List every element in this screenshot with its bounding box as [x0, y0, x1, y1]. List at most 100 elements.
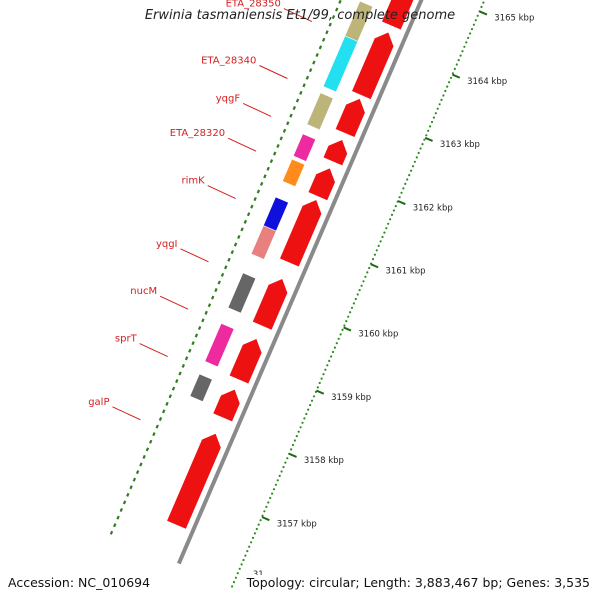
gc-dash: [219, 281, 220, 284]
gc-dash: [339, 0, 340, 3]
scale-tick: [316, 391, 323, 394]
scale-dot: [458, 59, 460, 61]
gc-dash: [235, 243, 236, 246]
gc-dash: [163, 410, 164, 413]
scale-dot: [440, 99, 442, 101]
scale-dot: [429, 125, 431, 127]
scale-dot: [233, 581, 235, 583]
gc-dash: [290, 114, 291, 117]
scale-dot: [277, 479, 279, 481]
scale-dot: [279, 475, 281, 477]
scale-dot: [450, 77, 452, 79]
gene-label: sprT: [115, 334, 138, 345]
scale-dot: [284, 462, 286, 464]
scale-dot: [273, 488, 275, 490]
scale-dot: [298, 431, 300, 433]
scale-dot: [303, 417, 305, 419]
scale-dot: [380, 240, 382, 242]
scale-dot: [427, 130, 429, 132]
scale-dot: [241, 563, 243, 565]
scale-dot: [366, 271, 368, 273]
scale-dot: [338, 338, 340, 340]
scale-dot: [359, 289, 361, 291]
scale-dot: [256, 528, 258, 530]
accession-text: Accession: NC_010694: [8, 575, 150, 590]
gc-dash: [316, 53, 317, 56]
gene-label: yqgF: [216, 93, 241, 104]
cog-feature: [263, 197, 288, 231]
scale-dot: [421, 143, 423, 145]
scale-dot: [461, 50, 463, 52]
gc-dash: [225, 266, 226, 269]
gc-dash: [189, 349, 190, 352]
scale-dot: [406, 178, 408, 180]
scale-dot: [258, 524, 260, 526]
scale-dot: [269, 497, 271, 499]
scale-dot: [281, 470, 283, 472]
tick-label: 3160 kbp: [358, 330, 398, 340]
cds-arrow: [213, 389, 240, 422]
scale-dot: [334, 347, 336, 349]
genome-map: 3157 kbp3158 kbp3159 kbp3160 kbp3161 kbp…: [0, 0, 600, 600]
scale-dot: [471, 28, 473, 30]
scale-dot: [361, 285, 363, 287]
scale-dot: [463, 46, 465, 48]
scale-tick: [289, 454, 296, 457]
scale-tick: [425, 138, 432, 141]
gene-label: ETA_28320: [170, 128, 225, 139]
scale-dot: [374, 254, 376, 256]
label-leader: [208, 186, 236, 199]
label-leader: [259, 66, 287, 79]
scale-dot: [260, 519, 262, 521]
scale-dot: [357, 293, 359, 295]
gc-dash: [160, 417, 161, 420]
gc-dash: [192, 342, 193, 345]
gc-dash: [199, 326, 200, 329]
scale-dot: [482, 1, 484, 3]
scale-dot: [469, 32, 471, 34]
scale-dot: [391, 214, 393, 216]
scale-dot: [349, 311, 351, 313]
scale-dot: [368, 267, 370, 269]
scale-dot: [423, 139, 425, 141]
scale-tick: [344, 327, 351, 330]
scale-dot: [435, 112, 437, 114]
scale-dot: [237, 572, 239, 574]
gc-dash: [140, 463, 141, 466]
gc-dash: [205, 311, 206, 314]
tick-label: 3157 kbp: [277, 519, 317, 529]
cog-feature: [228, 273, 256, 313]
scale-dot: [393, 209, 395, 211]
gc-dash: [303, 84, 304, 87]
gc-dash: [137, 471, 138, 474]
scale-dot: [343, 324, 345, 326]
topology-stats: Topology: circular; Length: 3,883,467 bp…: [247, 575, 590, 590]
gc-dash: [209, 304, 210, 307]
gc-dash: [323, 38, 324, 41]
scale-dot: [400, 192, 402, 194]
tick-label: 3164 kbp: [467, 77, 507, 87]
label-leader: [181, 249, 209, 262]
scale-dot: [271, 493, 273, 495]
cds-arrow: [308, 168, 335, 201]
gc-dash: [143, 455, 144, 458]
scale-dot: [332, 351, 334, 353]
cog-feature: [307, 93, 333, 130]
scale-dot: [235, 577, 237, 579]
scale-dot: [345, 320, 347, 322]
cog-feature: [323, 36, 358, 92]
scale-dot: [231, 585, 233, 587]
scale-dot: [322, 373, 324, 375]
gc-dash: [241, 228, 242, 231]
scale-dot: [439, 103, 441, 105]
scale-dot: [340, 333, 342, 335]
tick-label: 3161 kbp: [386, 267, 426, 277]
scale-dot: [387, 223, 389, 225]
scale-dot: [433, 117, 435, 119]
scale-dot: [242, 559, 244, 561]
gc-dash: [251, 205, 252, 208]
gc-dash: [124, 501, 125, 504]
scale-dot: [296, 435, 298, 437]
gc-dash: [202, 319, 203, 322]
gc-dash: [287, 122, 288, 125]
